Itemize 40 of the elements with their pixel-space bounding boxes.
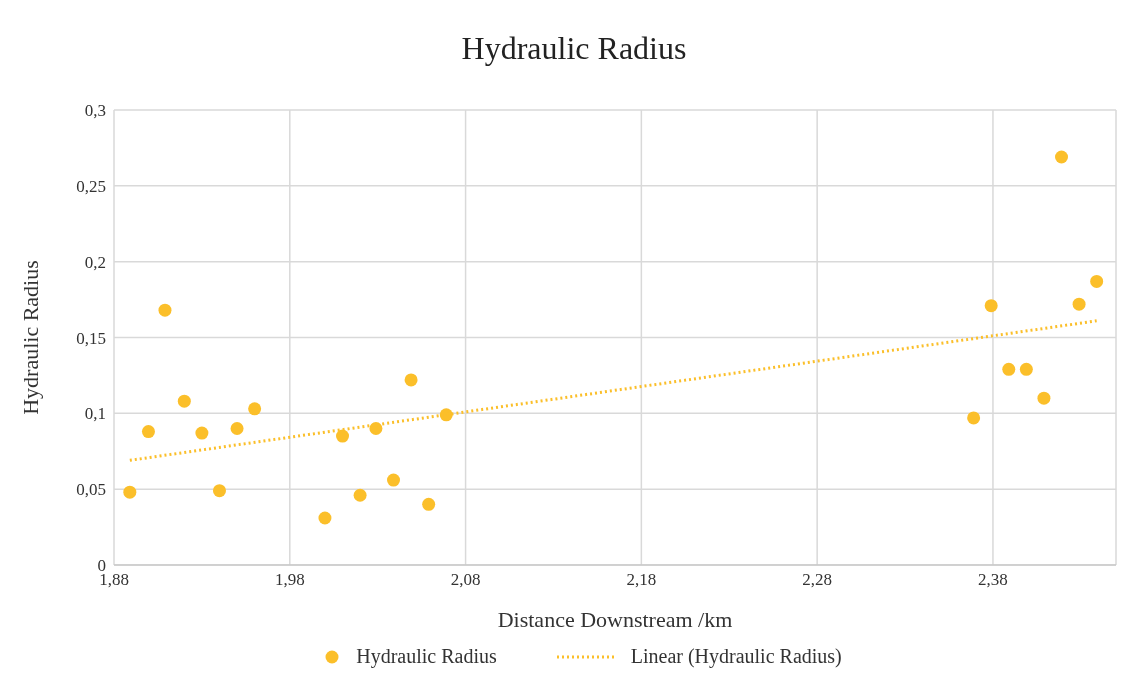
point: [195, 426, 209, 440]
x-axis-title: Distance Downstream /km: [497, 607, 733, 632]
y-tick-label: 0,1: [84, 404, 106, 424]
chart-title: Hydraulic Radius: [460, 29, 688, 68]
point: [422, 497, 436, 511]
point: [230, 422, 244, 435]
x-tick-label: 1,88: [99, 570, 129, 590]
point: [1072, 297, 1086, 311]
legend-label: Linear (Hydraulic Radius): [630, 645, 842, 668]
point: [318, 511, 332, 525]
x-tick-label: 2,08: [450, 570, 481, 590]
point: [387, 473, 401, 487]
y-tick-label: 0,15: [76, 328, 106, 348]
point: [141, 425, 155, 439]
point: [1037, 391, 1051, 405]
y-tick-label: 0,25: [76, 176, 106, 196]
point: [177, 394, 191, 408]
point: [248, 402, 262, 416]
y-tick-label: 0,2: [84, 252, 106, 272]
point: [336, 429, 350, 443]
point: [158, 303, 172, 317]
y-axis-title: Hydraulic Radius: [17, 260, 43, 415]
x-tick-label: 2,18: [626, 570, 657, 590]
point: [1090, 274, 1104, 288]
legend-label: Hydraulic Radius: [356, 645, 497, 668]
y-tick-label: 0,05: [76, 480, 106, 500]
point: [369, 422, 383, 435]
point: [967, 411, 981, 425]
point: [353, 488, 367, 502]
point: [404, 373, 418, 387]
point: [1019, 362, 1033, 376]
point: [1002, 362, 1016, 376]
y-tick-label: 0,3: [84, 101, 106, 121]
point: [212, 484, 226, 498]
point: [123, 485, 137, 499]
point: [1055, 150, 1069, 164]
x-tick-label: 2,28: [802, 570, 833, 590]
x-tick-label: 2,38: [978, 570, 1008, 590]
x-tick-label: 1,98: [274, 570, 305, 590]
point: [984, 299, 998, 313]
